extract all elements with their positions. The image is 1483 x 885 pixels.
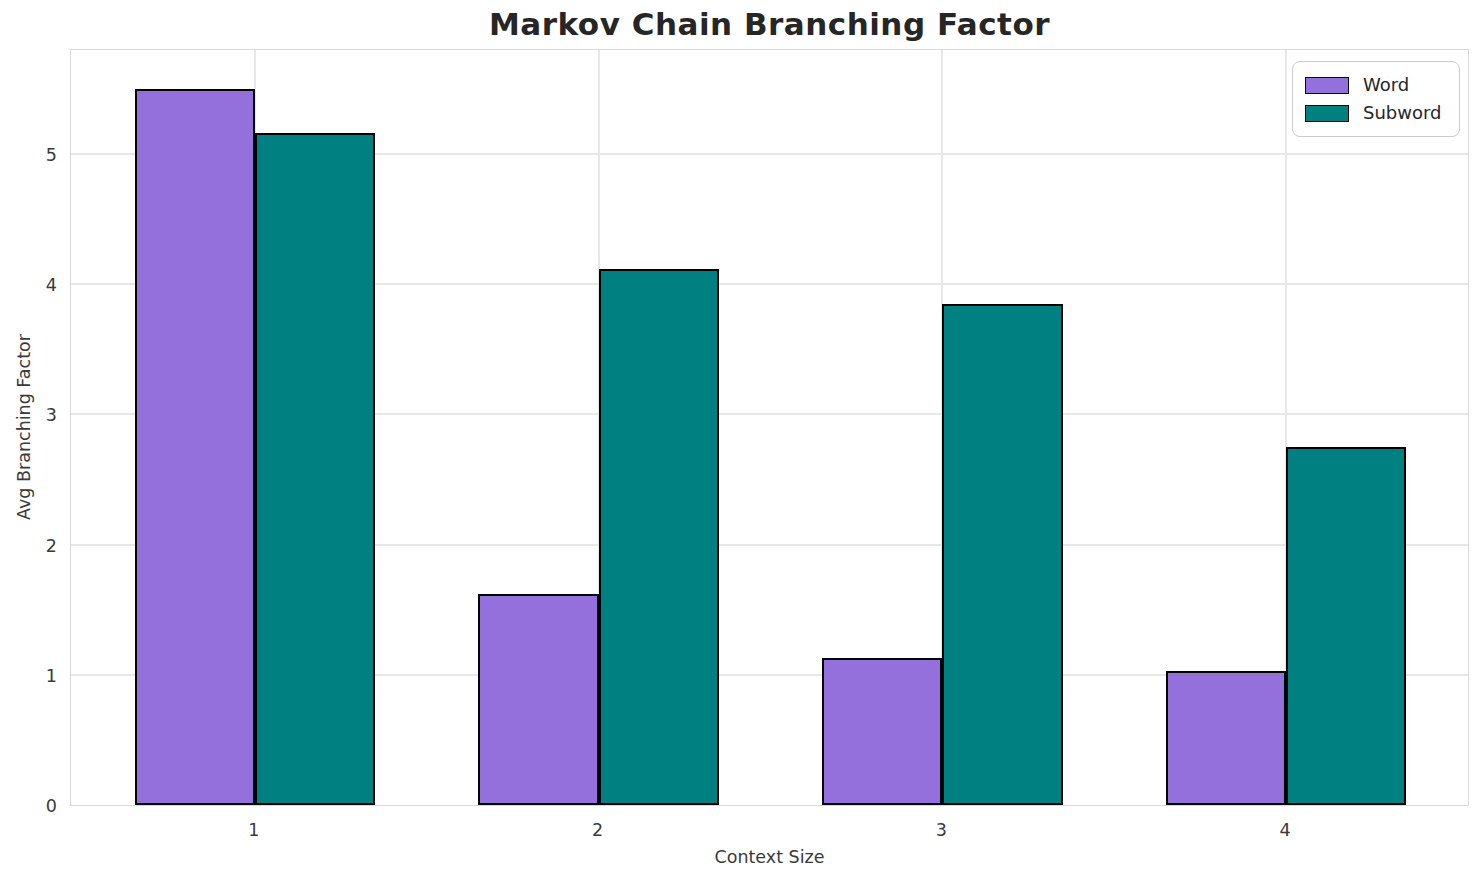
- bar-subword-4: [1286, 447, 1406, 805]
- x-tick-label-2: 2: [538, 818, 658, 842]
- legend-item-word: Word: [1305, 71, 1447, 99]
- bar-word-1: [135, 89, 255, 805]
- y-tick-label-0: 0: [0, 794, 57, 818]
- bar-word-3: [822, 658, 942, 805]
- x-tick-label-4: 4: [1225, 818, 1345, 842]
- bar-subword-1: [255, 133, 375, 805]
- chart-title: Markov Chain Branching Factor: [70, 6, 1469, 42]
- legend-swatch-subword: [1305, 105, 1349, 122]
- y-axis-label: Avg Branching Factor: [14, 334, 34, 520]
- bar-word-2: [478, 594, 598, 805]
- bar-subword-3: [942, 304, 1062, 805]
- y-tick-label-4: 4: [0, 273, 57, 297]
- y-tick-label-5: 5: [0, 143, 57, 167]
- x-axis-label: Context Size: [70, 847, 1469, 867]
- legend-label-word: Word: [1363, 71, 1409, 99]
- bar-subword-2: [599, 269, 719, 805]
- plot-area: [70, 49, 1469, 806]
- y-tick-label-2: 2: [0, 534, 57, 558]
- bar-word-4: [1166, 671, 1286, 805]
- legend-item-subword: Subword: [1305, 99, 1447, 127]
- x-tick-label-1: 1: [194, 818, 314, 842]
- figure: Markov Chain Branching Factor 012345 123…: [0, 0, 1483, 885]
- legend: WordSubword: [1292, 61, 1460, 137]
- y-tick-label-1: 1: [0, 664, 57, 688]
- x-tick-label-3: 3: [881, 818, 1001, 842]
- legend-label-subword: Subword: [1363, 99, 1442, 127]
- legend-swatch-word: [1305, 77, 1349, 94]
